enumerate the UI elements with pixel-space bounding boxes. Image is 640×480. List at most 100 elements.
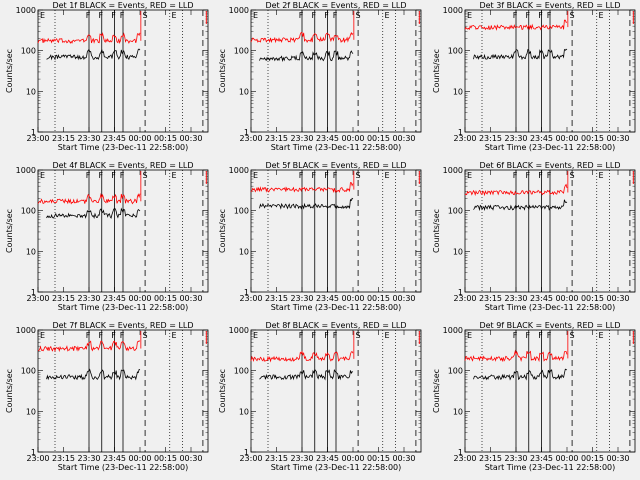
x-tick-label: 00:30 (606, 134, 629, 143)
chart-title: Det 8f BLACK = Events, RED = LLD (266, 321, 407, 330)
f-marker-label: F (111, 331, 116, 340)
y-axis-label: Counts/sec (5, 209, 14, 253)
x-tick-label: 23:45 (530, 294, 553, 303)
x-tick-label: 23:15 (52, 294, 75, 303)
y-tick-label: 100 (21, 367, 36, 376)
chart-svg: Det 2f BLACK = Events, RED = LLD 1 10 100 10… (218, 1, 422, 152)
f-marker-label: F (98, 331, 103, 340)
y-axis-label: Counts/sec (432, 369, 441, 413)
detector-panel-9: Det 9f BLACK = Events, RED = LLD 1 10 100 10… (427, 320, 640, 480)
x-tick-label: 23:30 (291, 294, 314, 303)
x-tick-label: 00:15 (581, 294, 604, 303)
x-tick-label: 23:00 (240, 134, 263, 143)
e-marker-label: E (171, 171, 176, 180)
f-marker-label: F (546, 171, 551, 180)
y-axis-label: Counts/sec (218, 49, 227, 93)
f-marker-label: F (512, 11, 517, 20)
f-marker-label: F (312, 331, 317, 340)
y-tick-label: 100 (447, 367, 462, 376)
x-tick-label: 23:30 (291, 454, 314, 463)
f-marker-label: F (111, 11, 116, 20)
f-marker-label: F (86, 11, 91, 20)
f-marker-label: F (333, 11, 338, 20)
x-tick-label: 00:00 (555, 294, 578, 303)
f-marker-label: F (120, 11, 125, 20)
y-tick-label: 10 (26, 407, 36, 416)
y-tick-label: 100 (234, 367, 249, 376)
e-marker-label: E (253, 11, 258, 20)
events-series-line (259, 50, 354, 63)
f-marker-label: F (538, 171, 543, 180)
x-tick-label: 00:15 (154, 134, 177, 143)
e-marker-label: E (385, 11, 390, 20)
x-tick-label: 23:45 (316, 294, 339, 303)
e-marker-label: E (467, 171, 472, 180)
f-marker-label: F (111, 171, 116, 180)
x-tick-label: 23:00 (26, 294, 49, 303)
s-marker-label: S (143, 171, 148, 180)
events-series-line (472, 199, 567, 212)
x-tick-label: 23:00 (26, 134, 49, 143)
x-tick-label: 00:15 (367, 454, 390, 463)
chart-title: Det 2f BLACK = Events, RED = LLD (266, 1, 407, 10)
lld-series-line (37, 340, 141, 353)
x-tick-label: 23:00 (453, 454, 476, 463)
x-axis-label: Start Time (23-Dec-11 22:58:00) (58, 303, 189, 312)
x-tick-label: 00:15 (581, 134, 604, 143)
x-tick-label: 00:00 (128, 134, 151, 143)
s-marker-label: S (569, 331, 574, 340)
events-series-line (472, 48, 567, 61)
f-marker-label: F (512, 331, 517, 340)
x-tick-label: 00:15 (154, 294, 177, 303)
x-axis-label: Start Time (23-Dec-11 22:58:00) (58, 463, 189, 472)
y-axis-label: Counts/sec (5, 369, 14, 413)
x-tick-label: 00:30 (393, 294, 416, 303)
detector-panel-4: Det 4f BLACK = Events, RED = LLD 1 10 100 10… (0, 160, 213, 320)
s-marker-label: S (569, 171, 574, 180)
f-marker-label: F (333, 171, 338, 180)
y-tick-label: 100 (447, 207, 462, 216)
e-marker-label: E (40, 331, 45, 340)
chart-svg: Det 6f BLACK = Events, RED = LLD 1 10 100 10… (432, 161, 635, 312)
y-tick-label: 10 (26, 247, 36, 256)
x-tick-label: 23:45 (103, 454, 126, 463)
x-tick-label: 23:15 (479, 294, 502, 303)
x-tick-label: 00:15 (367, 294, 390, 303)
x-tick-label: 23:45 (530, 454, 553, 463)
x-tick-label: 23:30 (77, 134, 100, 143)
e-marker-label: E (253, 171, 258, 180)
e-marker-label: E (253, 331, 258, 340)
e-marker-label: E (385, 171, 390, 180)
lld-series-line (464, 183, 567, 197)
s-marker-label: S (143, 331, 148, 340)
f-marker-label: F (324, 11, 329, 20)
x-axis-label: Start Time (23-Dec-11 22:58:00) (484, 143, 615, 152)
chart-title: Det 6f BLACK = Events, RED = LLD (479, 161, 620, 170)
f-marker-label: F (86, 331, 91, 340)
detector-panel-3: Det 3f BLACK = Events, RED = LLD 1 10 100 10… (427, 0, 640, 160)
x-tick-label: 23:30 (77, 294, 100, 303)
y-axis-label: Counts/sec (432, 49, 441, 93)
y-tick-label: 10 (239, 247, 249, 256)
x-tick-label: 23:15 (479, 454, 502, 463)
y-axis-label: Counts/sec (218, 209, 227, 253)
detector-panel-6: Det 6f BLACK = Events, RED = LLD 1 10 100 10… (427, 160, 640, 320)
y-tick-label: 1 (244, 288, 249, 297)
f-marker-label: F (546, 331, 551, 340)
events-series-line (46, 207, 141, 220)
f-marker-label: F (525, 11, 530, 20)
x-tick-label: 23:30 (504, 294, 527, 303)
x-tick-label: 00:00 (128, 454, 151, 463)
y-tick-label: 1 (458, 128, 463, 137)
f-marker-label: F (312, 171, 317, 180)
y-tick-label: 1 (244, 448, 249, 457)
f-marker-label: F (546, 11, 551, 20)
x-tick-label: 00:00 (342, 134, 365, 143)
y-tick-label: 10 (239, 407, 249, 416)
y-tick-label: 100 (447, 47, 462, 56)
x-tick-label: 23:45 (316, 134, 339, 143)
x-tick-label: 00:30 (179, 134, 202, 143)
x-tick-label: 00:00 (555, 454, 578, 463)
y-axis-label: Counts/sec (5, 49, 14, 93)
events-series-line (259, 368, 354, 381)
